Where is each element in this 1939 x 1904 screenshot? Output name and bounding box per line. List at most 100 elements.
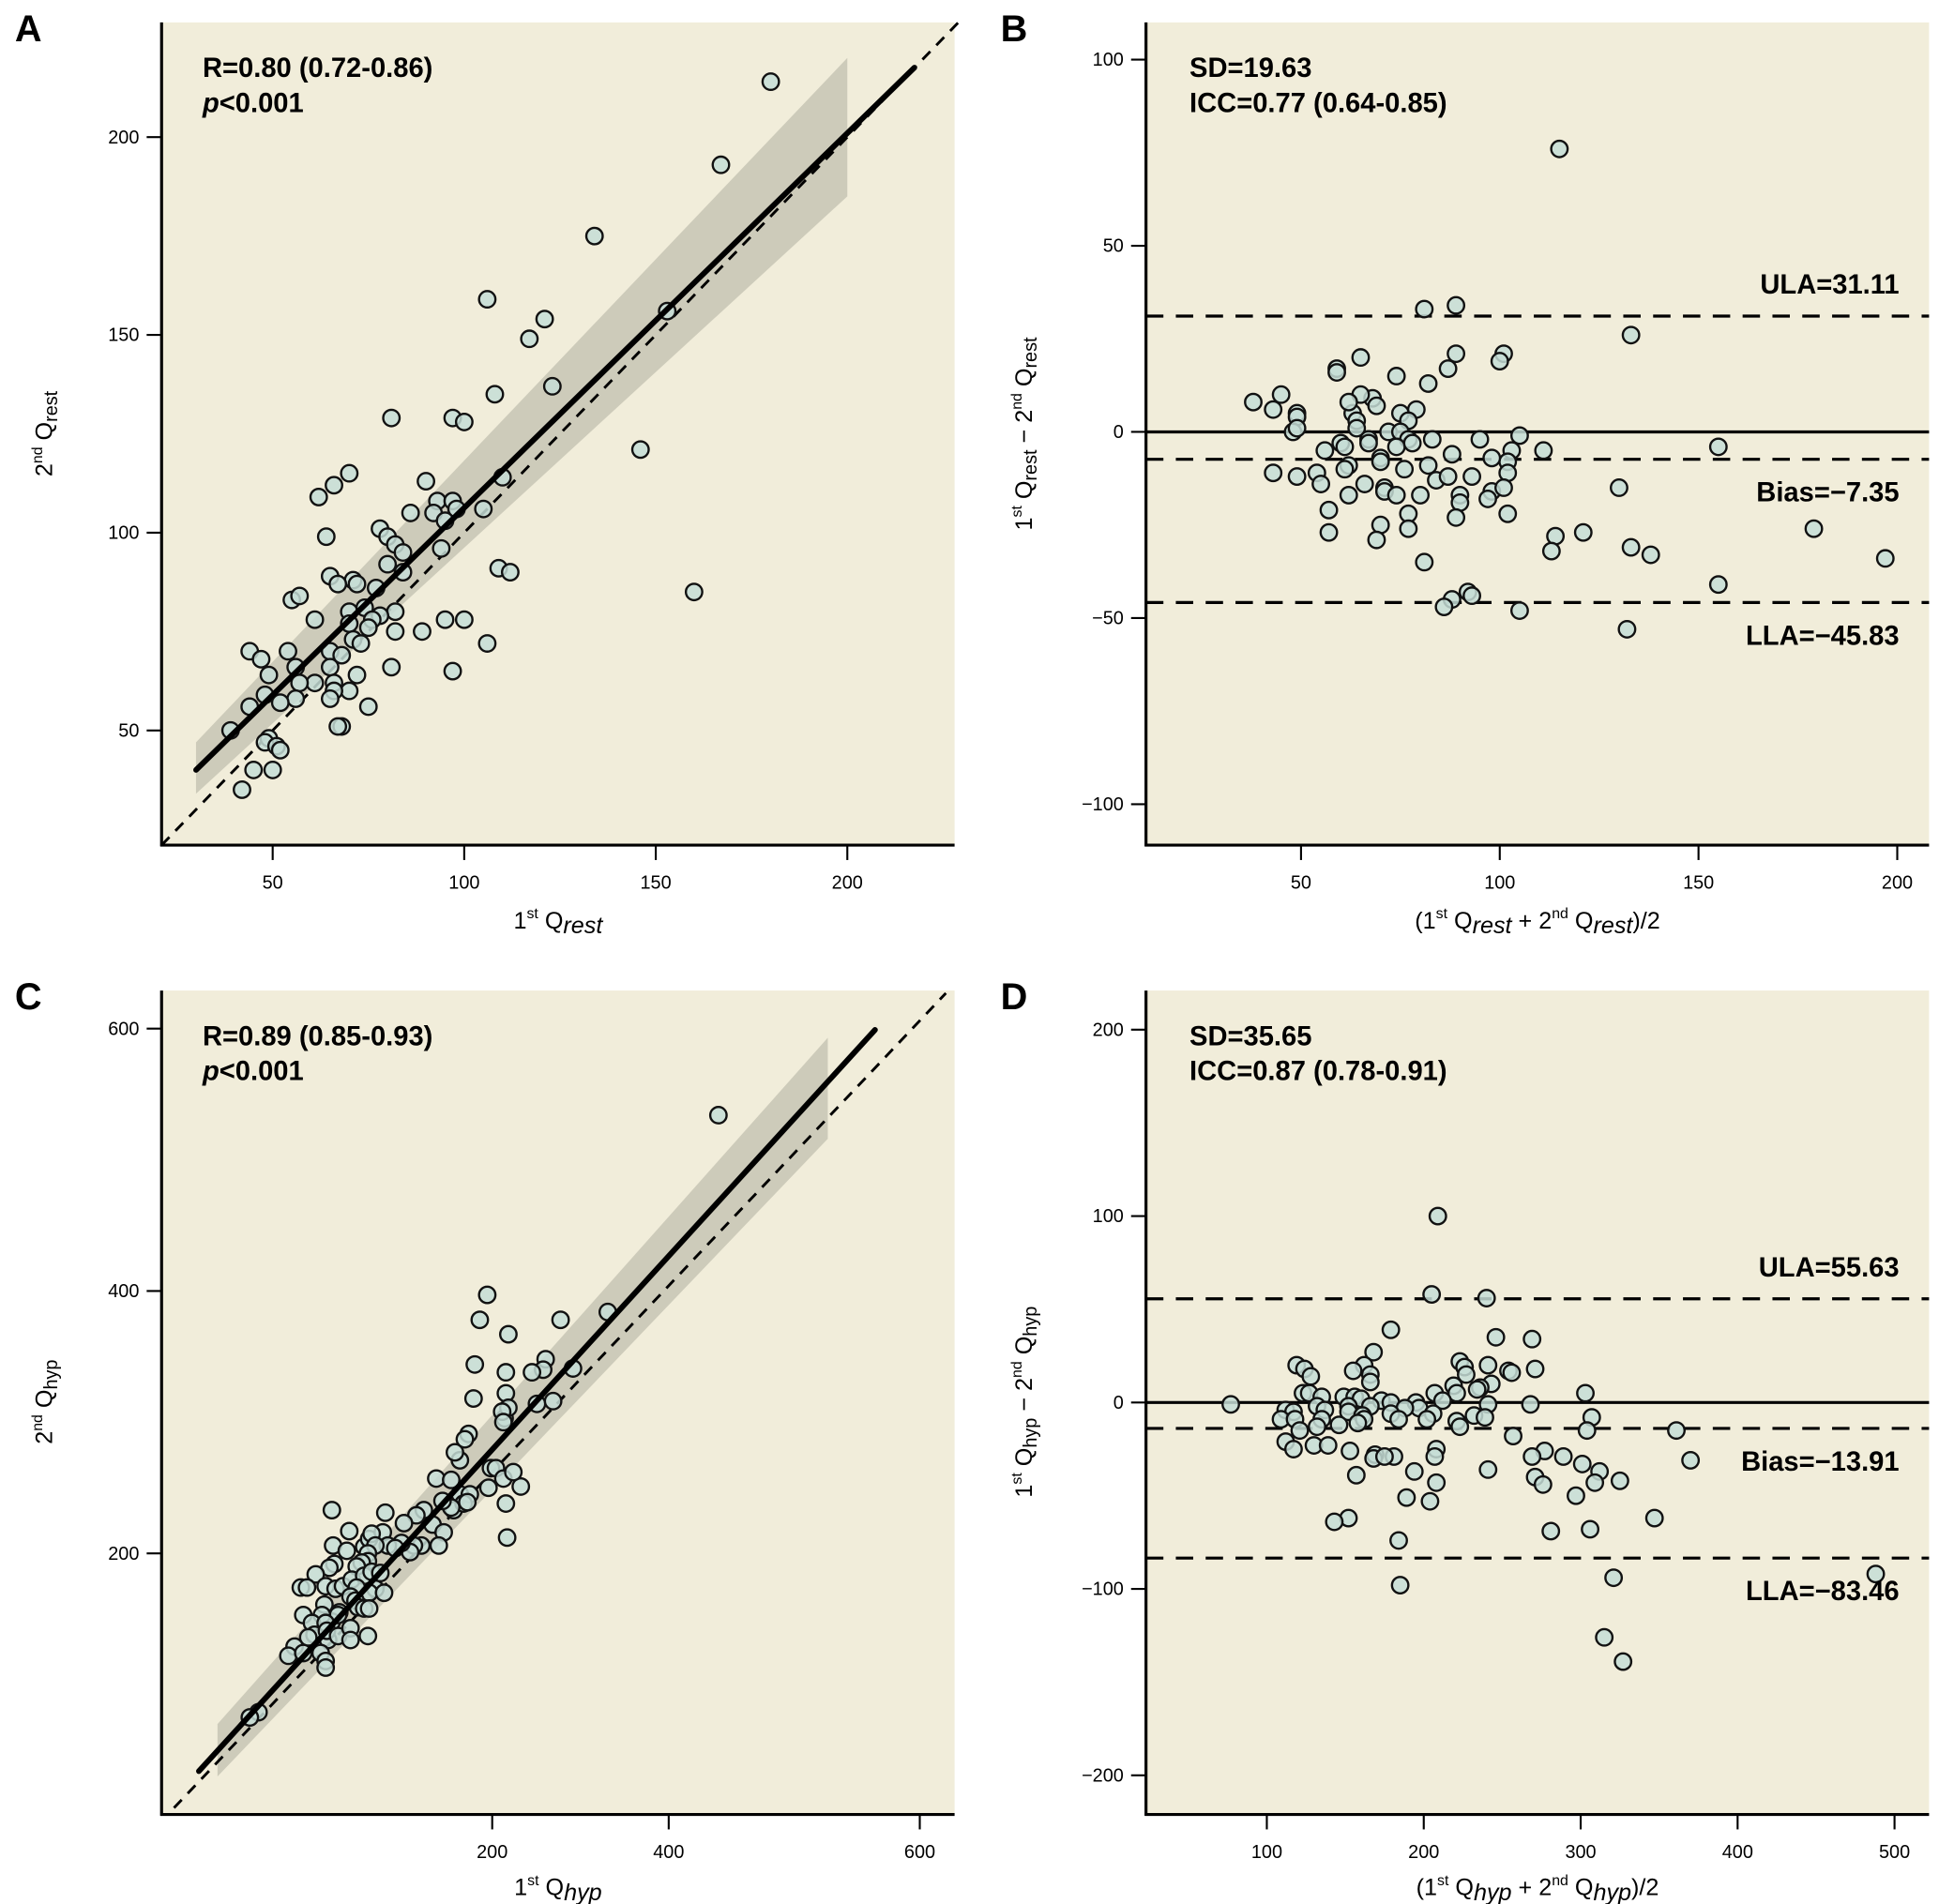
data-point bbox=[1667, 1421, 1686, 1441]
data-point bbox=[498, 1324, 518, 1344]
data-point bbox=[382, 657, 401, 677]
data-point bbox=[1335, 460, 1355, 479]
data-point bbox=[1427, 1473, 1447, 1492]
data-point bbox=[1476, 1408, 1494, 1428]
data-point bbox=[305, 610, 325, 629]
data-point bbox=[340, 1521, 359, 1541]
data-point bbox=[1244, 392, 1263, 412]
data-point bbox=[1374, 1447, 1394, 1466]
data-point bbox=[1348, 1413, 1368, 1433]
data-point bbox=[1402, 433, 1422, 453]
data-point bbox=[1315, 441, 1335, 461]
y-tick-label: 50 bbox=[118, 720, 139, 741]
data-point bbox=[446, 1443, 464, 1462]
data-point bbox=[1462, 467, 1482, 486]
stat-p-value: p<0.001 bbox=[202, 88, 304, 118]
stat-icc: ICC=0.77 (0.64-0.85) bbox=[1189, 88, 1447, 118]
y-tick-label: 600 bbox=[108, 1019, 139, 1039]
data-point bbox=[543, 1391, 563, 1411]
data-point bbox=[1335, 437, 1355, 457]
data-point bbox=[1418, 456, 1438, 476]
y-tick-label: 200 bbox=[1093, 1020, 1124, 1040]
data-point bbox=[1525, 1359, 1545, 1379]
reference-label-ula: ULA=31.11 bbox=[1760, 270, 1899, 300]
x-tick-label: 50 bbox=[1291, 872, 1311, 893]
data-point bbox=[477, 290, 497, 310]
data-point bbox=[1522, 1329, 1542, 1349]
data-point bbox=[270, 693, 290, 713]
data-point bbox=[454, 610, 474, 629]
data-point bbox=[523, 1363, 542, 1383]
y-tick-label: −200 bbox=[1082, 1765, 1124, 1786]
data-point bbox=[1318, 1436, 1338, 1455]
data-point bbox=[1478, 1459, 1498, 1479]
x-tick-label: 600 bbox=[904, 1842, 935, 1863]
data-point bbox=[1347, 418, 1367, 438]
stat-icc: ICC=0.87 (0.78-0.91) bbox=[1189, 1056, 1447, 1086]
data-point bbox=[417, 472, 436, 491]
data-point bbox=[1311, 475, 1331, 493]
data-point bbox=[1301, 1367, 1321, 1386]
data-point bbox=[1610, 1471, 1629, 1490]
data-point bbox=[474, 499, 493, 519]
data-point bbox=[485, 385, 505, 404]
data-point bbox=[435, 610, 455, 629]
reference-label-lla: LLA=−83.46 bbox=[1746, 1577, 1900, 1607]
stat-correlation: R=0.89 (0.85-0.93) bbox=[203, 1021, 432, 1051]
data-point bbox=[1604, 1568, 1624, 1588]
data-point bbox=[1339, 392, 1358, 412]
plot-area bbox=[1145, 22, 1930, 846]
data-point bbox=[290, 586, 310, 606]
data-point bbox=[316, 527, 336, 547]
data-point bbox=[1708, 575, 1728, 595]
data-point bbox=[279, 642, 297, 661]
data-point bbox=[1381, 1320, 1401, 1339]
x-axis-label: (1st Qhyp + 2nd Qhyp)/2 bbox=[1416, 1873, 1659, 1904]
data-point bbox=[1397, 1488, 1416, 1507]
data-point bbox=[1478, 489, 1497, 508]
data-point bbox=[279, 1646, 298, 1666]
data-point bbox=[1371, 452, 1390, 472]
data-point bbox=[386, 602, 405, 622]
data-point bbox=[1404, 1461, 1424, 1481]
data-point bbox=[1386, 367, 1406, 385]
x-tick-label: 300 bbox=[1565, 1842, 1596, 1863]
data-point bbox=[328, 717, 348, 736]
data-point bbox=[684, 582, 704, 602]
data-point bbox=[442, 1470, 461, 1489]
data-point bbox=[470, 1310, 490, 1330]
data-point bbox=[337, 1541, 356, 1561]
data-point bbox=[1482, 448, 1502, 468]
data-point bbox=[1371, 515, 1390, 535]
data-point bbox=[1329, 1415, 1349, 1435]
data-point bbox=[233, 780, 251, 799]
data-point bbox=[493, 1413, 513, 1432]
data-point bbox=[496, 1363, 516, 1383]
x-tick-label: 200 bbox=[1882, 872, 1913, 893]
y-tick-label: 200 bbox=[108, 128, 139, 148]
data-point bbox=[429, 1535, 448, 1555]
stat-correlation: R=0.80 (0.72-0.86) bbox=[203, 53, 432, 83]
data-point bbox=[1572, 1454, 1592, 1473]
data-point bbox=[584, 226, 604, 246]
data-point bbox=[465, 1354, 485, 1374]
data-point bbox=[1422, 430, 1442, 449]
data-point bbox=[551, 1310, 570, 1330]
data-point bbox=[386, 622, 405, 642]
marks bbox=[173, 991, 947, 1809]
data-point bbox=[1339, 485, 1358, 505]
data-point bbox=[1351, 348, 1371, 368]
reference-label-lla: LLA=−45.83 bbox=[1746, 621, 1900, 651]
marks bbox=[160, 21, 960, 847]
data-point bbox=[454, 412, 474, 431]
data-point bbox=[520, 329, 539, 349]
stat-sd: SD=19.63 bbox=[1189, 53, 1311, 83]
data-point bbox=[496, 1494, 516, 1513]
data-point bbox=[1327, 363, 1346, 382]
marks bbox=[1145, 139, 1930, 639]
panel-a: A R=0.80 (0.72-0.86) p<0.001 50 100 150 200… bbox=[15, 8, 960, 939]
panel-label: B bbox=[1001, 8, 1028, 50]
data-point bbox=[286, 689, 306, 708]
data-point bbox=[393, 543, 413, 562]
stat-sd: SD=35.65 bbox=[1189, 1021, 1311, 1051]
